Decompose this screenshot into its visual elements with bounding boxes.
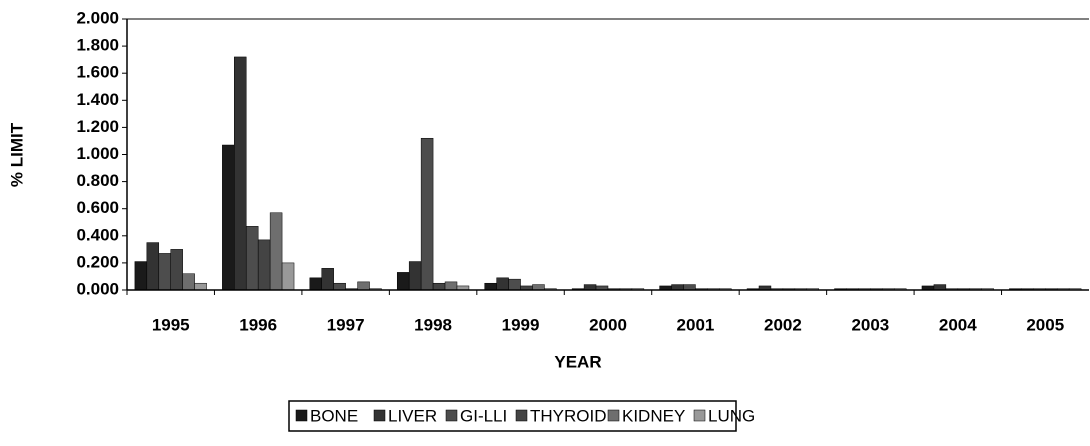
bar xyxy=(182,273,195,291)
bar xyxy=(420,137,434,291)
bar xyxy=(396,272,410,291)
x-tick-label: 1998 xyxy=(414,315,452,334)
x-tick-label: 1997 xyxy=(327,315,365,334)
bar xyxy=(496,277,509,291)
legend-label: BONE xyxy=(310,406,358,425)
legend-box xyxy=(288,400,737,432)
y-tick-label: 1.000 xyxy=(76,144,119,163)
x-tick-label: 1999 xyxy=(502,315,540,334)
bar xyxy=(257,239,271,291)
bar xyxy=(309,277,322,291)
bar xyxy=(245,226,259,291)
legend-label: LUNG xyxy=(708,406,755,425)
bar xyxy=(683,284,696,291)
bar xyxy=(321,268,334,291)
bar xyxy=(532,284,545,291)
legend-swatch xyxy=(295,409,308,422)
bar xyxy=(583,284,597,291)
bar xyxy=(222,144,235,291)
y-tick-label: 0.800 xyxy=(76,171,119,190)
y-tick-label: 1.600 xyxy=(76,63,119,82)
y-tick-label: 1.800 xyxy=(76,36,119,55)
legend-label: KIDNEY xyxy=(622,406,685,425)
bar xyxy=(333,282,346,291)
legend-label: THYROID xyxy=(530,406,607,425)
x-tick-label: 2000 xyxy=(589,315,627,334)
bar xyxy=(234,56,247,291)
bar xyxy=(281,262,295,291)
bar xyxy=(194,282,207,291)
y-axis-label: % LIMIT xyxy=(7,122,26,187)
y-tick-label: 0.400 xyxy=(76,225,119,244)
x-tick-label: 2004 xyxy=(939,315,977,334)
bar xyxy=(933,284,947,291)
bar xyxy=(134,261,148,291)
bar xyxy=(170,249,183,291)
x-tick-label: 2002 xyxy=(764,315,802,334)
bar xyxy=(269,212,283,291)
bar xyxy=(158,253,171,291)
x-tick-label: 2005 xyxy=(1026,315,1064,334)
legend-swatch xyxy=(373,409,386,422)
x-axis-label: YEAR xyxy=(554,352,601,371)
y-tick-label: 2.000 xyxy=(76,8,119,27)
legend-swatch xyxy=(607,409,620,422)
y-tick-label: 1.400 xyxy=(76,90,119,109)
legend-swatch xyxy=(515,409,528,422)
x-tick-label: 1995 xyxy=(152,315,190,334)
bar xyxy=(484,282,497,291)
legend-label: LIVER xyxy=(388,406,437,425)
x-tick-label: 1996 xyxy=(239,315,277,334)
bar xyxy=(444,281,458,291)
bar xyxy=(357,281,370,291)
legend-swatch xyxy=(445,409,458,422)
legend-swatch xyxy=(693,409,706,422)
y-tick-label: 0.200 xyxy=(76,252,119,271)
bar xyxy=(408,261,422,291)
x-tick-label: 2003 xyxy=(851,315,889,334)
bar xyxy=(432,282,446,291)
legend-label: GI-LLI xyxy=(460,406,507,425)
bar xyxy=(671,284,684,291)
y-tick-label: 0.600 xyxy=(76,198,119,217)
x-tick-label: 2001 xyxy=(677,315,715,334)
bar xyxy=(508,278,521,291)
bar xyxy=(146,242,160,291)
y-tick-label: 0.000 xyxy=(76,279,119,298)
y-tick-label: 1.200 xyxy=(76,117,119,136)
